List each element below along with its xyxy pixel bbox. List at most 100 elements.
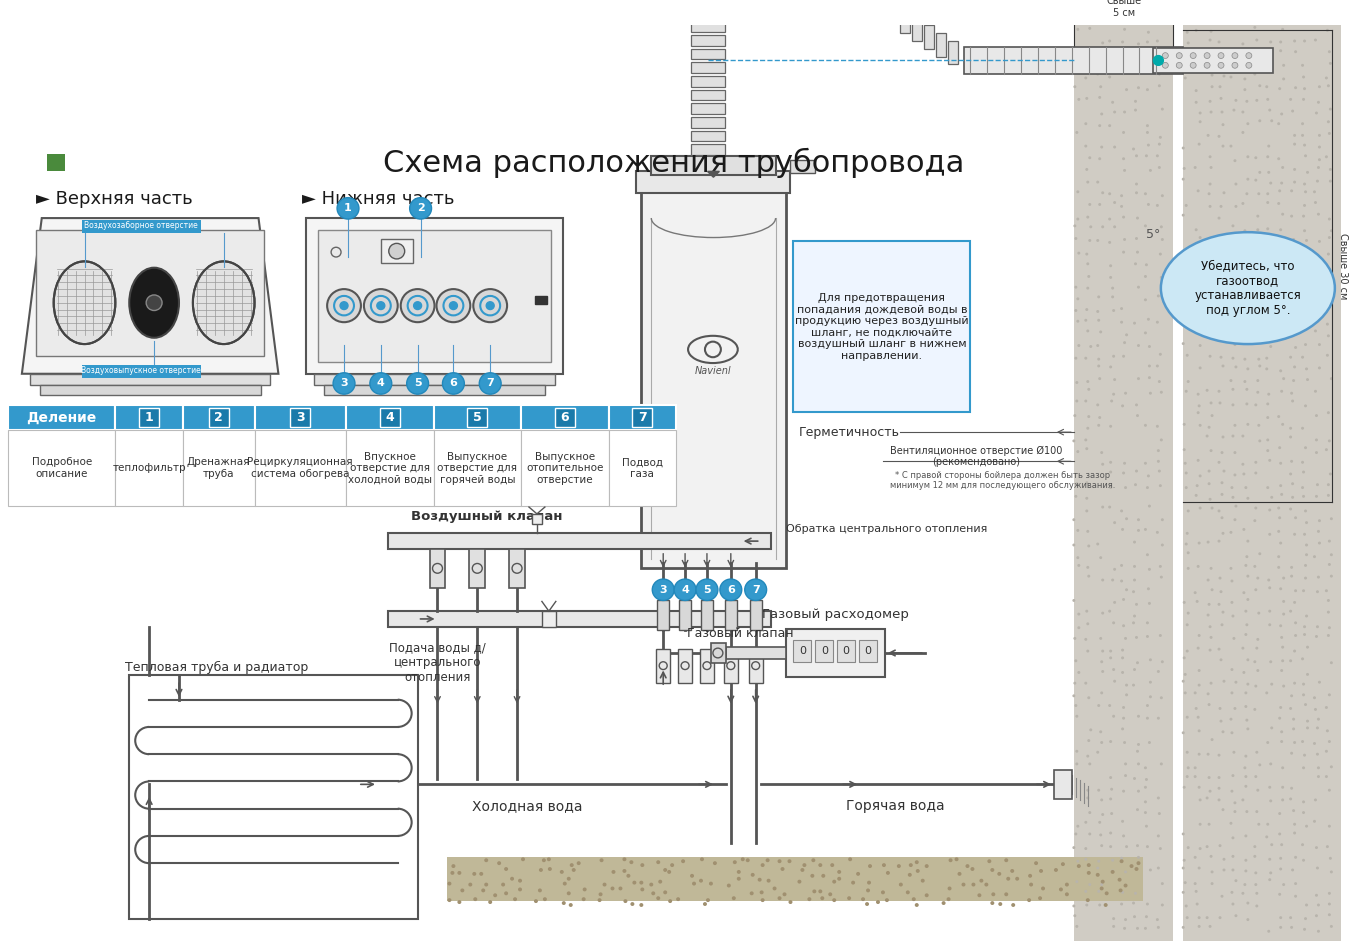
Circle shape xyxy=(1265,86,1268,88)
Circle shape xyxy=(1074,357,1078,359)
Circle shape xyxy=(641,887,645,891)
Circle shape xyxy=(1145,486,1149,489)
Circle shape xyxy=(1209,355,1211,358)
Circle shape xyxy=(1006,877,1010,881)
Circle shape xyxy=(1135,237,1139,240)
Circle shape xyxy=(1086,610,1089,613)
Circle shape xyxy=(909,863,913,867)
Circle shape xyxy=(1101,612,1105,614)
Circle shape xyxy=(1207,426,1210,429)
Circle shape xyxy=(1101,505,1105,508)
Circle shape xyxy=(1124,774,1126,777)
Circle shape xyxy=(1317,775,1319,778)
Circle shape xyxy=(1282,377,1286,380)
Circle shape xyxy=(1317,867,1319,869)
Circle shape xyxy=(832,899,836,902)
Circle shape xyxy=(947,897,951,901)
Circle shape xyxy=(898,883,902,886)
Circle shape xyxy=(633,881,637,885)
Circle shape xyxy=(1075,715,1078,718)
Circle shape xyxy=(1086,497,1089,500)
Circle shape xyxy=(1218,799,1221,802)
Circle shape xyxy=(1135,636,1139,639)
Circle shape xyxy=(1206,796,1209,800)
Circle shape xyxy=(876,901,880,904)
Circle shape xyxy=(1222,470,1225,472)
Circle shape xyxy=(1157,61,1160,64)
Circle shape xyxy=(1133,614,1136,617)
Circle shape xyxy=(1145,88,1149,91)
Circle shape xyxy=(1271,496,1273,499)
Circle shape xyxy=(924,864,928,868)
Circle shape xyxy=(1280,236,1283,239)
Circle shape xyxy=(482,888,486,892)
Circle shape xyxy=(1294,40,1296,42)
Circle shape xyxy=(1210,449,1213,452)
Circle shape xyxy=(1244,52,1248,56)
Circle shape xyxy=(1329,287,1331,290)
Text: 5: 5 xyxy=(703,584,711,595)
Circle shape xyxy=(1101,579,1105,582)
Circle shape xyxy=(1279,446,1282,449)
Circle shape xyxy=(1190,62,1197,69)
Circle shape xyxy=(1294,882,1298,885)
Circle shape xyxy=(1246,367,1249,371)
Circle shape xyxy=(990,868,994,872)
Circle shape xyxy=(1190,53,1197,58)
Circle shape xyxy=(750,873,754,877)
Polygon shape xyxy=(707,171,719,177)
Circle shape xyxy=(1125,64,1128,67)
Circle shape xyxy=(1210,870,1214,873)
Circle shape xyxy=(1078,251,1081,255)
Bar xyxy=(936,33,946,56)
Circle shape xyxy=(1219,659,1222,662)
Circle shape xyxy=(1229,145,1233,148)
Circle shape xyxy=(623,900,627,903)
Circle shape xyxy=(1109,461,1112,464)
Circle shape xyxy=(1097,239,1099,242)
Text: Воздушный клапан: Воздушный клапан xyxy=(411,510,563,523)
Circle shape xyxy=(1147,587,1149,590)
Circle shape xyxy=(1086,308,1089,311)
Circle shape xyxy=(1122,717,1125,720)
Circle shape xyxy=(1197,565,1199,567)
Circle shape xyxy=(1306,646,1309,648)
Circle shape xyxy=(1010,869,1014,873)
Circle shape xyxy=(1209,205,1211,208)
Circle shape xyxy=(828,892,832,896)
Circle shape xyxy=(1290,507,1292,510)
Text: 4: 4 xyxy=(681,584,689,595)
Circle shape xyxy=(681,859,685,863)
Circle shape xyxy=(761,863,765,867)
Bar xyxy=(536,295,546,304)
Circle shape xyxy=(819,889,823,893)
Circle shape xyxy=(1039,869,1043,873)
Circle shape xyxy=(1077,297,1079,300)
Circle shape xyxy=(1232,435,1234,438)
Circle shape xyxy=(1101,844,1103,847)
Circle shape xyxy=(1255,775,1257,778)
Circle shape xyxy=(703,902,707,906)
Circle shape xyxy=(1145,131,1149,134)
Circle shape xyxy=(1229,531,1233,534)
Circle shape xyxy=(990,901,994,905)
Circle shape xyxy=(998,902,1002,906)
Circle shape xyxy=(1313,555,1317,558)
Circle shape xyxy=(1029,883,1033,886)
Circle shape xyxy=(1101,41,1105,44)
Circle shape xyxy=(1292,718,1295,721)
Circle shape xyxy=(1086,903,1089,906)
Text: Газовый расходомер: Газовый расходомер xyxy=(762,608,909,620)
Circle shape xyxy=(1255,179,1257,182)
Circle shape xyxy=(1290,797,1292,801)
Text: Свыше
5 см: Свыше 5 см xyxy=(1106,0,1141,18)
Circle shape xyxy=(1133,668,1136,671)
Circle shape xyxy=(370,373,391,394)
Circle shape xyxy=(1099,834,1102,837)
Bar xyxy=(691,35,724,46)
Circle shape xyxy=(1186,917,1188,919)
Circle shape xyxy=(1315,414,1318,417)
Circle shape xyxy=(1187,766,1190,770)
Bar xyxy=(47,154,65,171)
Circle shape xyxy=(1087,575,1090,578)
